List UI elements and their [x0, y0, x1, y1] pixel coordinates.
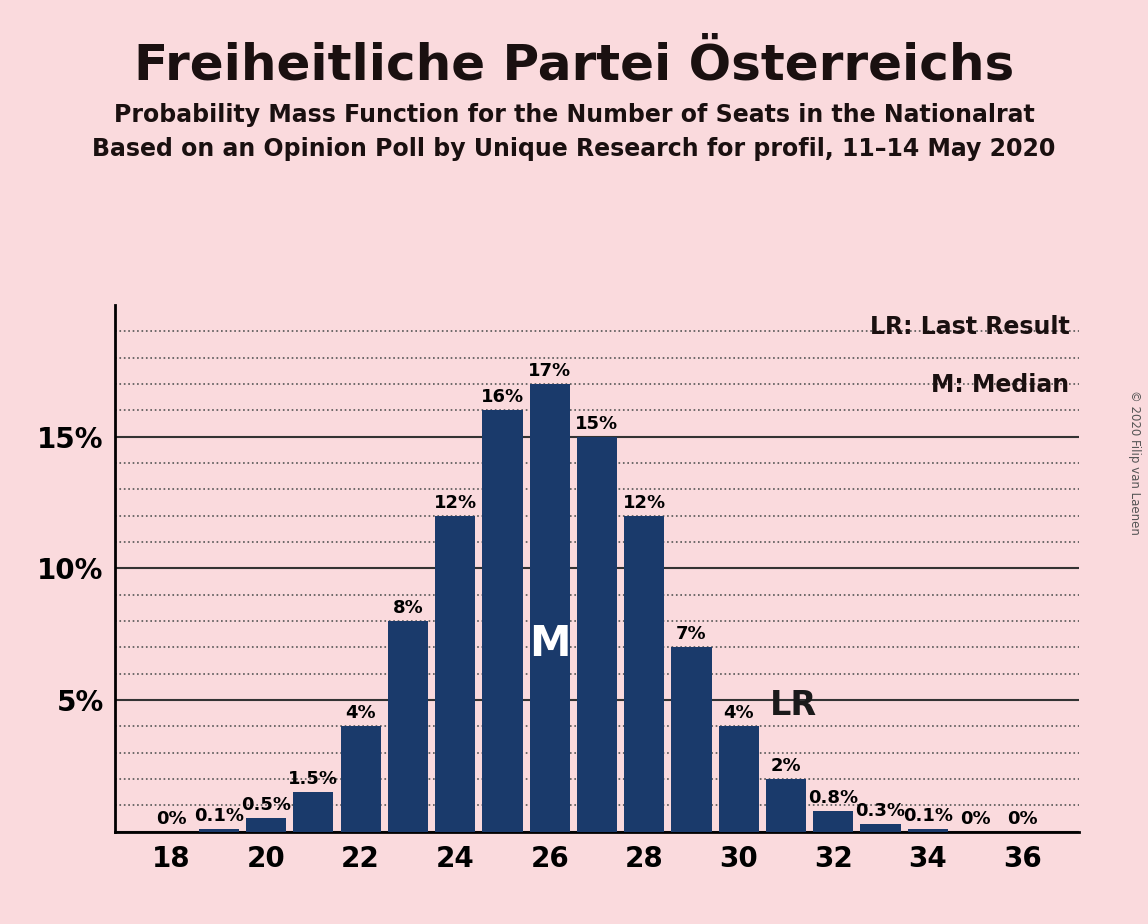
- Bar: [388, 621, 428, 832]
- Bar: [672, 647, 712, 832]
- Text: Based on an Opinion Poll by Unique Research for profil, 11–14 May 2020: Based on an Opinion Poll by Unique Resea…: [92, 137, 1056, 161]
- Text: 0%: 0%: [156, 809, 187, 828]
- Text: 0.8%: 0.8%: [808, 788, 859, 807]
- Bar: [199, 829, 239, 832]
- Bar: [908, 829, 948, 832]
- Bar: [576, 437, 616, 832]
- Text: © 2020 Filip van Laenen: © 2020 Filip van Laenen: [1127, 390, 1141, 534]
- Bar: [435, 516, 475, 832]
- Text: Freiheitliche Partei Österreichs: Freiheitliche Partei Österreichs: [134, 42, 1014, 90]
- Text: 4%: 4%: [723, 704, 754, 723]
- Bar: [529, 384, 569, 832]
- Text: 0.3%: 0.3%: [855, 802, 906, 820]
- Text: LR: Last Result: LR: Last Result: [870, 315, 1070, 339]
- Bar: [625, 516, 665, 832]
- Text: 0%: 0%: [1007, 809, 1038, 828]
- Text: 7%: 7%: [676, 626, 707, 643]
- Bar: [861, 823, 901, 832]
- Bar: [341, 726, 381, 832]
- Text: 16%: 16%: [481, 388, 523, 407]
- Text: 12%: 12%: [622, 493, 666, 512]
- Bar: [719, 726, 759, 832]
- Text: Probability Mass Function for the Number of Seats in the Nationalrat: Probability Mass Function for the Number…: [114, 103, 1034, 128]
- Text: 0.1%: 0.1%: [902, 807, 953, 825]
- Text: 1.5%: 1.5%: [288, 770, 339, 788]
- Text: 15%: 15%: [575, 415, 619, 432]
- Text: 0.1%: 0.1%: [194, 807, 243, 825]
- Text: 4%: 4%: [346, 704, 375, 723]
- Text: 0.5%: 0.5%: [241, 796, 292, 814]
- Text: M: Median: M: Median: [931, 373, 1070, 397]
- Bar: [293, 792, 333, 832]
- Bar: [766, 779, 806, 832]
- Text: 12%: 12%: [434, 493, 476, 512]
- Text: 2%: 2%: [770, 757, 801, 775]
- Text: 0%: 0%: [960, 809, 991, 828]
- Bar: [482, 410, 522, 832]
- Text: LR: LR: [769, 689, 816, 723]
- Text: 17%: 17%: [528, 362, 572, 380]
- Text: M: M: [529, 623, 571, 664]
- Bar: [813, 810, 853, 832]
- Bar: [246, 819, 286, 832]
- Text: 8%: 8%: [393, 599, 424, 617]
